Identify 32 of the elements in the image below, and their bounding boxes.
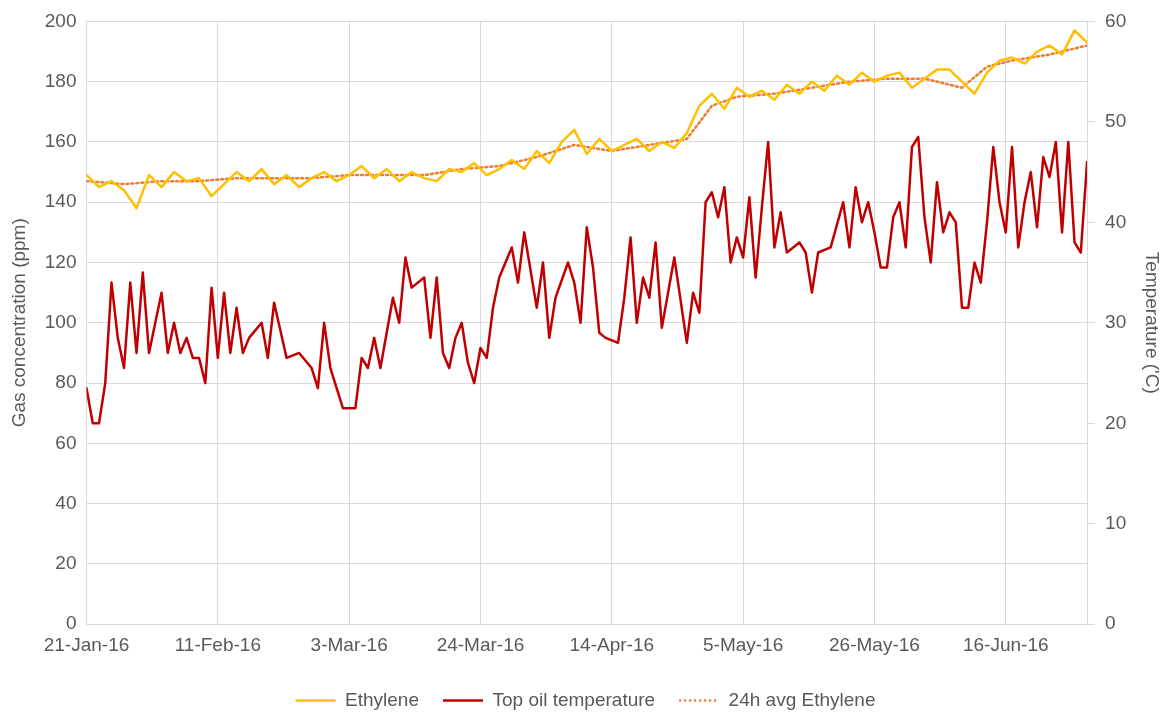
legend-label: 24h avg Ethylene xyxy=(728,688,876,710)
y2-tick-label: 50 xyxy=(1105,110,1127,132)
y2-tick-label: 30 xyxy=(1105,311,1127,333)
y-tick-label: 80 xyxy=(55,371,77,393)
y2-tick-label: 10 xyxy=(1105,511,1127,533)
y2-tick-label: 60 xyxy=(1105,9,1127,31)
legend-label: Top oil temperature xyxy=(492,688,656,710)
x-tick-label: 5-May-16 xyxy=(703,633,784,655)
line-series xyxy=(86,44,1088,186)
y-tick-label: 0 xyxy=(65,612,77,634)
y-tick-label: 140 xyxy=(44,190,77,212)
y-axis-title: Gas concentration (ppm) xyxy=(7,218,29,428)
y2-axis-title: Temperature ('C) xyxy=(1142,251,1164,394)
y-tick-label: 20 xyxy=(55,552,77,574)
y-tick-label: 120 xyxy=(44,250,77,272)
legend-label: Ethylene xyxy=(345,688,419,710)
x-tick-label: 24-Mar-16 xyxy=(436,633,525,655)
x-tick-label: 3-Mar-16 xyxy=(310,633,388,655)
x-tick-label: 11-Feb-16 xyxy=(174,633,261,655)
y-tick-label: 160 xyxy=(44,130,77,152)
x-tick-label: 21-Jan-16 xyxy=(43,633,130,655)
y-tick-label: 100 xyxy=(44,311,77,333)
y-tick-label: 180 xyxy=(44,69,77,91)
y-tick-label: 40 xyxy=(55,491,77,513)
y-tick-label: 200 xyxy=(44,9,77,31)
y2-tick-label: 20 xyxy=(1105,411,1127,433)
x-tick-label: 26-May-16 xyxy=(829,633,920,655)
x-tick-label: 14-Apr-16 xyxy=(569,633,655,655)
y-tick-label: 60 xyxy=(55,431,77,453)
y2-tick-label: 0 xyxy=(1105,612,1116,634)
y2-tick-label: 40 xyxy=(1105,210,1127,232)
x-tick-label: 16-Jun-16 xyxy=(962,633,1049,655)
